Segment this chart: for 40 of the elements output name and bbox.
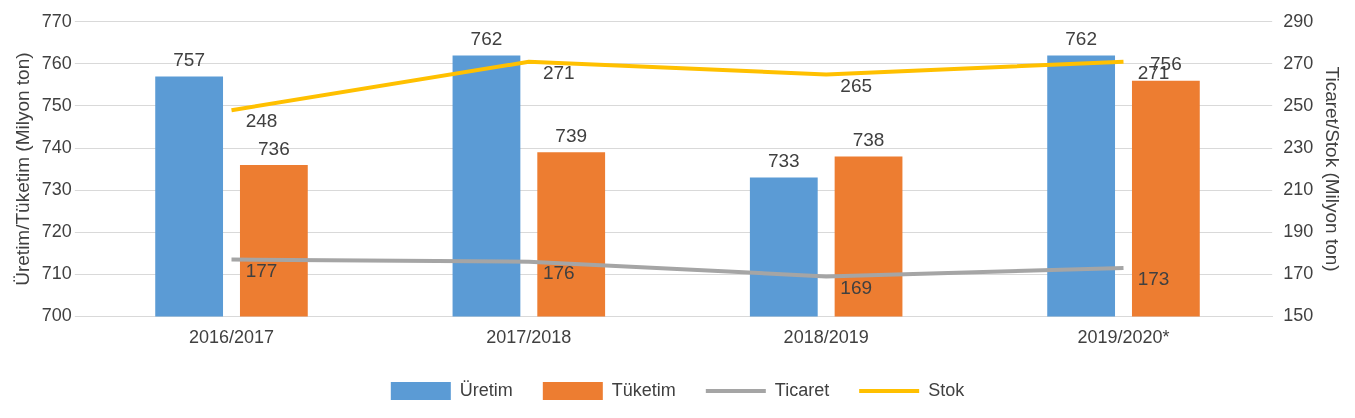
y2-axis-title: Ticaret/Stok (Milyon ton) xyxy=(1322,66,1344,272)
y-tick-label: 760 xyxy=(41,52,72,73)
x-tick-label: 2019/2020* xyxy=(1077,327,1170,348)
data-label: 757 xyxy=(173,49,205,71)
legend-label: Tüketim xyxy=(611,379,676,400)
x-tick-label: 2017/2018 xyxy=(486,327,572,348)
data-label: 271 xyxy=(542,62,575,84)
y-tick-label: 740 xyxy=(41,137,72,158)
y2-tick-label: 190 xyxy=(1283,221,1314,242)
y2-tick-label: 250 xyxy=(1283,94,1314,115)
y2-tick-label: 230 xyxy=(1283,137,1314,158)
legend-label: Stok xyxy=(928,379,966,400)
data-label: 762 xyxy=(470,28,503,50)
data-label: 265 xyxy=(840,74,873,96)
x-tick-label: 2016/2017 xyxy=(188,327,275,348)
data-label: 177 xyxy=(245,259,278,281)
y2-tick-label: 290 xyxy=(1283,10,1314,31)
y-tick-label: 710 xyxy=(41,263,72,284)
x-tick-label: 2018/2019 xyxy=(783,327,869,348)
data-label: 173 xyxy=(1137,268,1170,290)
legend-label: Ticaret xyxy=(774,379,830,400)
y-tick-label: 750 xyxy=(41,94,72,115)
y-tick-label: 730 xyxy=(41,179,72,200)
y2-tick-label: 170 xyxy=(1283,263,1314,284)
data-label: 738 xyxy=(852,129,885,151)
y-tick-label: 770 xyxy=(41,10,72,31)
y-tick-label: 720 xyxy=(41,221,72,242)
y2-tick-label: 270 xyxy=(1283,52,1314,73)
y-axis-title: Üretim/Tüketim (Milyon ton) xyxy=(11,52,33,286)
data-label: 739 xyxy=(555,125,588,146)
data-label: 736 xyxy=(258,137,290,159)
y2-tick-label: 210 xyxy=(1283,179,1314,200)
legend-label: Üretim xyxy=(459,379,513,400)
data-label: 176 xyxy=(542,261,575,283)
data-label: 733 xyxy=(767,150,800,172)
data-label: 248 xyxy=(245,110,278,132)
y-tick-label: 700 xyxy=(41,305,72,326)
data-label: 169 xyxy=(840,276,873,298)
data-label: 762 xyxy=(1065,28,1097,50)
y2-tick-label: 150 xyxy=(1283,305,1314,326)
